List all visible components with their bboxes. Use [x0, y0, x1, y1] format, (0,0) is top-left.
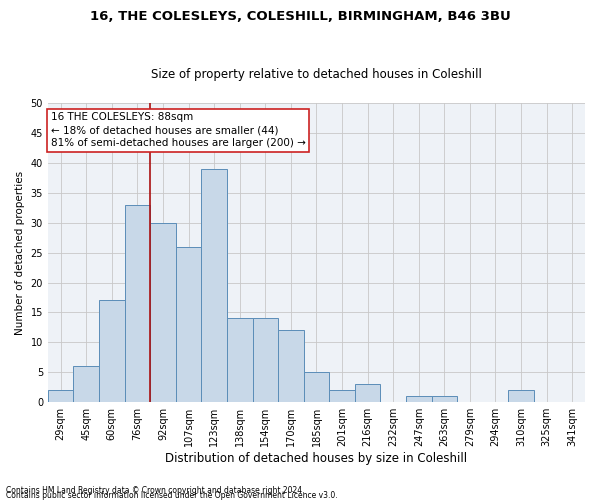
Bar	[278, 330, 304, 402]
Bar	[202, 169, 227, 402]
Bar	[125, 204, 150, 402]
Bar	[355, 384, 380, 402]
Bar	[304, 372, 329, 402]
Bar	[329, 390, 355, 402]
Bar	[99, 300, 125, 402]
Bar	[176, 246, 202, 402]
Bar	[48, 390, 73, 402]
Y-axis label: Number of detached properties: Number of detached properties	[15, 170, 25, 334]
Title: Size of property relative to detached houses in Coleshill: Size of property relative to detached ho…	[151, 68, 482, 81]
Text: 16, THE COLESLEYS, COLESHILL, BIRMINGHAM, B46 3BU: 16, THE COLESLEYS, COLESHILL, BIRMINGHAM…	[89, 10, 511, 23]
Bar	[431, 396, 457, 402]
Text: Contains HM Land Registry data © Crown copyright and database right 2024.: Contains HM Land Registry data © Crown c…	[6, 486, 305, 495]
Bar	[73, 366, 99, 402]
Bar	[406, 396, 431, 402]
Bar	[253, 318, 278, 402]
Bar	[508, 390, 534, 402]
Text: 16 THE COLESLEYS: 88sqm
← 18% of detached houses are smaller (44)
81% of semi-de: 16 THE COLESLEYS: 88sqm ← 18% of detache…	[50, 112, 305, 148]
Text: Contains public sector information licensed under the Open Government Licence v3: Contains public sector information licen…	[6, 490, 338, 500]
Bar	[227, 318, 253, 402]
Bar	[150, 222, 176, 402]
X-axis label: Distribution of detached houses by size in Coleshill: Distribution of detached houses by size …	[166, 452, 467, 465]
